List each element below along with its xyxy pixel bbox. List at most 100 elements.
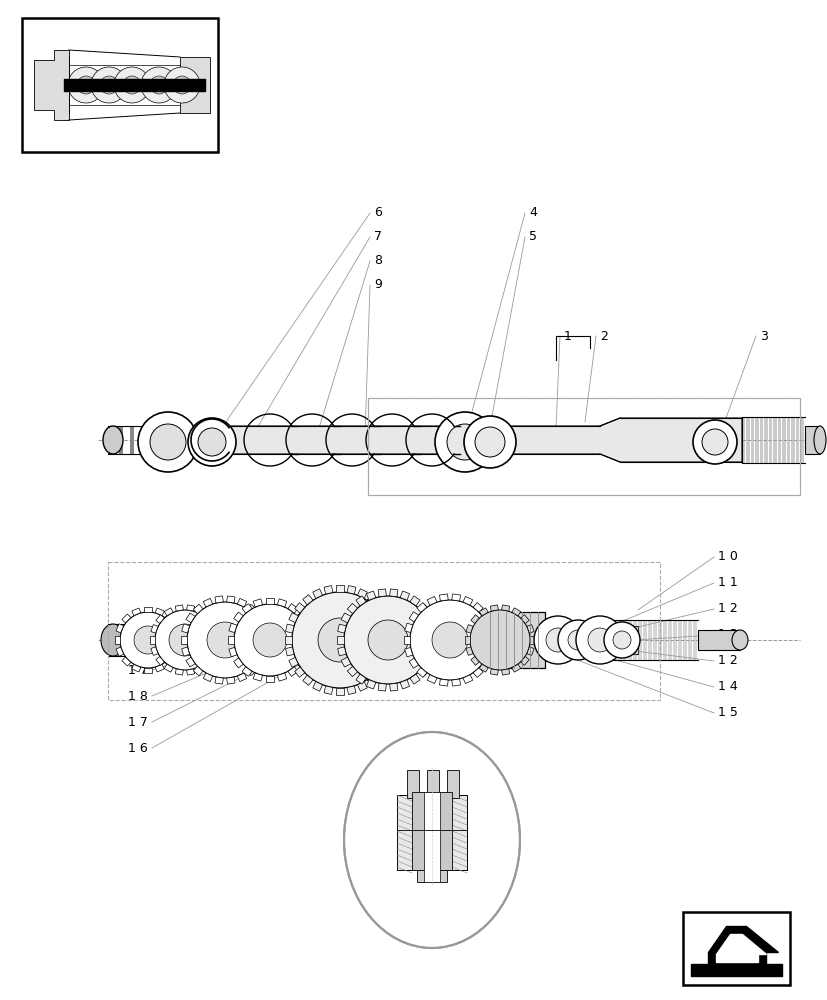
- Polygon shape: [347, 666, 357, 677]
- Text: 1 2: 1 2: [717, 602, 737, 615]
- Polygon shape: [228, 623, 237, 633]
- Polygon shape: [357, 589, 367, 598]
- Ellipse shape: [545, 628, 569, 652]
- Bar: [125, 624, 131, 656]
- Polygon shape: [390, 589, 397, 597]
- Polygon shape: [165, 657, 174, 666]
- Bar: [141, 624, 148, 656]
- Polygon shape: [385, 624, 394, 633]
- Circle shape: [173, 76, 191, 94]
- Text: 1 0: 1 0: [717, 550, 737, 564]
- Text: 9: 9: [374, 278, 381, 292]
- Circle shape: [141, 67, 177, 103]
- Polygon shape: [466, 625, 472, 633]
- Polygon shape: [289, 657, 298, 667]
- Ellipse shape: [198, 428, 226, 456]
- Polygon shape: [337, 647, 346, 656]
- Polygon shape: [486, 647, 495, 657]
- Bar: [167, 624, 174, 656]
- Polygon shape: [715, 934, 766, 962]
- Polygon shape: [303, 623, 311, 633]
- Polygon shape: [490, 636, 495, 644]
- Bar: [791, 417, 794, 463]
- Polygon shape: [285, 647, 294, 656]
- Polygon shape: [227, 677, 235, 684]
- Text: 1: 1: [563, 330, 571, 342]
- Text: 2: 2: [600, 330, 607, 342]
- Polygon shape: [205, 615, 214, 624]
- Polygon shape: [151, 625, 158, 633]
- Polygon shape: [479, 608, 488, 616]
- Polygon shape: [164, 608, 173, 616]
- Bar: [763, 417, 767, 463]
- Text: 1 7: 1 7: [128, 664, 148, 676]
- Ellipse shape: [343, 732, 519, 948]
- Polygon shape: [375, 667, 385, 677]
- Polygon shape: [227, 596, 235, 603]
- Bar: [804, 426, 819, 454]
- Circle shape: [207, 622, 242, 658]
- Polygon shape: [381, 657, 390, 667]
- Circle shape: [114, 67, 150, 103]
- Polygon shape: [452, 594, 460, 601]
- Polygon shape: [416, 668, 426, 677]
- Ellipse shape: [103, 426, 123, 454]
- Ellipse shape: [434, 412, 495, 472]
- Polygon shape: [215, 636, 220, 644]
- Ellipse shape: [612, 631, 630, 649]
- Text: 1 7: 1 7: [128, 716, 148, 728]
- Ellipse shape: [463, 416, 515, 468]
- Polygon shape: [427, 675, 437, 684]
- Polygon shape: [511, 608, 520, 616]
- Polygon shape: [228, 647, 237, 657]
- Polygon shape: [233, 612, 243, 622]
- Polygon shape: [155, 608, 164, 616]
- Polygon shape: [175, 669, 183, 675]
- Bar: [490, 612, 544, 668]
- Text: 1 3: 1 3: [717, 629, 737, 642]
- Bar: [163, 426, 167, 454]
- Polygon shape: [347, 586, 356, 594]
- Polygon shape: [186, 605, 194, 611]
- Polygon shape: [155, 664, 164, 672]
- Polygon shape: [378, 683, 386, 691]
- Bar: [108, 624, 114, 656]
- Polygon shape: [155, 615, 165, 624]
- Circle shape: [253, 623, 287, 657]
- Text: 1 2: 1 2: [717, 654, 737, 668]
- Polygon shape: [337, 624, 346, 633]
- Polygon shape: [429, 647, 437, 656]
- Polygon shape: [404, 623, 412, 633]
- Circle shape: [318, 618, 361, 662]
- Polygon shape: [409, 596, 419, 606]
- Ellipse shape: [188, 418, 236, 466]
- Polygon shape: [197, 664, 205, 672]
- Circle shape: [164, 67, 200, 103]
- Polygon shape: [255, 657, 264, 667]
- Circle shape: [91, 67, 127, 103]
- Polygon shape: [313, 589, 323, 598]
- Polygon shape: [404, 647, 412, 657]
- Bar: [682, 620, 686, 660]
- Ellipse shape: [101, 624, 125, 656]
- Polygon shape: [404, 636, 409, 644]
- Bar: [108, 562, 659, 700]
- Polygon shape: [115, 636, 120, 644]
- Polygon shape: [390, 683, 397, 691]
- Polygon shape: [366, 595, 377, 605]
- Polygon shape: [529, 636, 534, 644]
- Bar: [786, 417, 790, 463]
- Polygon shape: [116, 624, 123, 633]
- Polygon shape: [486, 623, 495, 633]
- Polygon shape: [479, 664, 488, 672]
- Bar: [777, 417, 781, 463]
- Polygon shape: [294, 667, 304, 677]
- Bar: [750, 417, 753, 463]
- Circle shape: [120, 612, 176, 668]
- Circle shape: [68, 67, 104, 103]
- Circle shape: [292, 592, 388, 688]
- Ellipse shape: [692, 420, 736, 464]
- Bar: [677, 620, 681, 660]
- Polygon shape: [466, 647, 472, 655]
- Text: 6: 6: [374, 207, 381, 220]
